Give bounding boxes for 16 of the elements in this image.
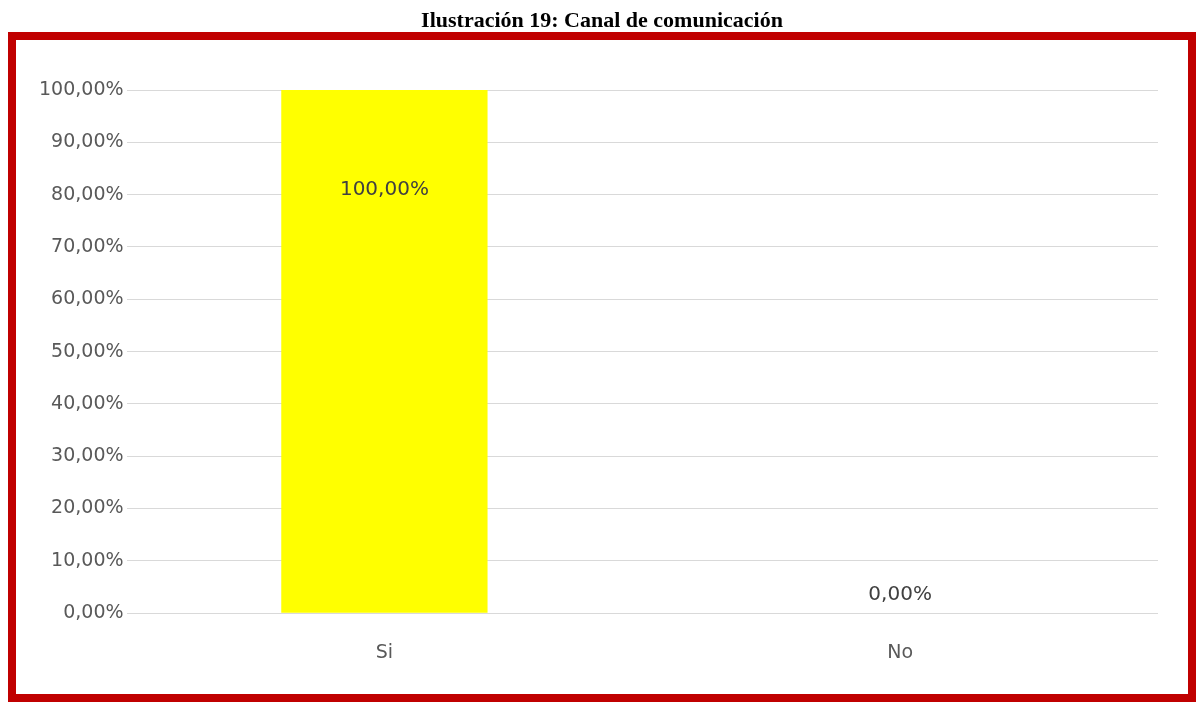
y-tick-label: 0,00%: [63, 600, 124, 623]
y-tick-label: 30,00%: [51, 443, 124, 466]
y-tick-label: 40,00%: [51, 390, 124, 413]
y-tick-label: 80,00%: [51, 181, 124, 204]
y-tick-label: 10,00%: [51, 547, 124, 570]
data-label: 100,00%: [339, 176, 429, 201]
y-tick-label: 100,00%: [38, 76, 124, 99]
x-tick-label: Si: [375, 639, 394, 662]
y-tick-label: 90,00%: [51, 129, 124, 152]
y-tick-label: 60,00%: [51, 286, 124, 309]
data-label: 0,00%: [868, 581, 932, 606]
chart-title: Ilustración 19: Canal de comunicación: [420, 7, 784, 32]
x-tick-label: No: [887, 639, 914, 662]
y-tick-label: 50,00%: [51, 338, 124, 361]
y-tick-label: 70,00%: [51, 233, 124, 256]
y-tick-label: 20,00%: [51, 495, 124, 518]
